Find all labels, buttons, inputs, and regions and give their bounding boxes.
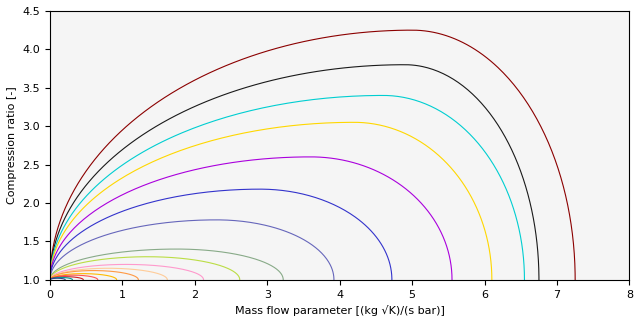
Y-axis label: Compression ratio [-]: Compression ratio [-] (7, 87, 17, 204)
X-axis label: Mass flow parameter [(kg √K)/(s bar)]: Mass flow parameter [(kg √K)/(s bar)] (235, 305, 445, 316)
